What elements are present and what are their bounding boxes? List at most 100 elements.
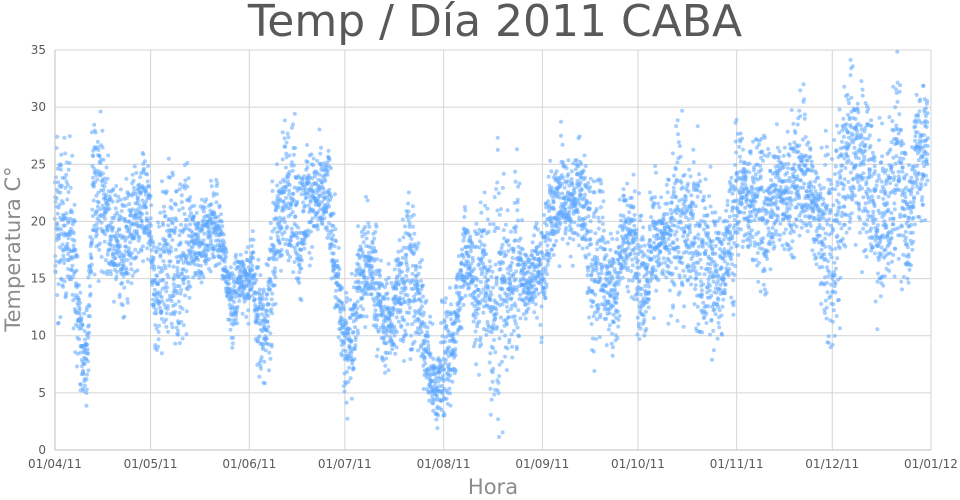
data-point bbox=[110, 243, 114, 248]
data-point bbox=[170, 238, 175, 242]
data-point bbox=[302, 246, 307, 251]
data-point bbox=[283, 242, 288, 246]
data-point bbox=[217, 203, 222, 208]
data-point bbox=[258, 273, 263, 278]
data-point bbox=[381, 336, 386, 341]
data-point bbox=[377, 268, 382, 273]
data-point bbox=[197, 276, 202, 280]
data-point bbox=[95, 209, 99, 214]
data-point bbox=[451, 331, 455, 336]
data-point bbox=[403, 256, 408, 261]
data-point bbox=[508, 264, 513, 269]
data-point bbox=[63, 223, 67, 228]
data-point bbox=[131, 185, 136, 190]
data-point bbox=[176, 328, 181, 333]
data-point bbox=[174, 325, 179, 330]
data-point bbox=[695, 124, 700, 129]
data-point bbox=[353, 346, 358, 351]
data-point bbox=[124, 176, 129, 181]
data-point bbox=[158, 210, 163, 215]
data-point bbox=[383, 370, 387, 375]
data-point bbox=[219, 212, 223, 217]
data-point bbox=[276, 205, 281, 210]
data-point bbox=[251, 237, 256, 242]
data-point bbox=[139, 248, 144, 253]
data-point bbox=[366, 250, 371, 255]
data-point bbox=[163, 266, 168, 271]
data-point bbox=[691, 160, 696, 165]
data-point bbox=[159, 310, 164, 315]
data-point bbox=[516, 308, 521, 313]
data-point bbox=[412, 250, 416, 255]
data-point bbox=[567, 236, 572, 241]
data-point bbox=[601, 199, 606, 204]
data-point bbox=[392, 324, 397, 329]
data-point bbox=[577, 243, 581, 248]
data-point bbox=[488, 264, 493, 269]
data-point bbox=[478, 280, 483, 284]
data-point bbox=[645, 262, 650, 267]
data-point bbox=[264, 297, 269, 302]
data-point bbox=[491, 322, 496, 327]
data-point bbox=[417, 291, 422, 296]
data-point bbox=[433, 381, 438, 386]
data-point bbox=[72, 238, 77, 243]
data-point bbox=[713, 251, 718, 256]
data-point bbox=[105, 252, 110, 257]
data-point bbox=[91, 154, 96, 159]
data-point bbox=[63, 185, 68, 190]
data-point bbox=[273, 269, 278, 274]
data-point bbox=[135, 195, 140, 200]
data-point bbox=[448, 373, 453, 378]
data-point bbox=[349, 396, 354, 401]
data-point bbox=[272, 283, 277, 288]
data-point bbox=[308, 229, 313, 234]
data-point bbox=[666, 264, 671, 269]
data-point bbox=[177, 284, 182, 289]
data-point bbox=[95, 145, 100, 149]
data-point bbox=[475, 278, 480, 282]
data-point bbox=[96, 200, 101, 205]
data-point bbox=[347, 327, 352, 332]
data-point bbox=[108, 247, 113, 252]
data-point bbox=[160, 299, 165, 304]
data-point bbox=[686, 189, 691, 194]
data-point bbox=[120, 281, 125, 285]
data-point bbox=[408, 305, 412, 310]
data-point bbox=[687, 167, 692, 172]
data-point bbox=[615, 336, 620, 340]
data-point bbox=[139, 219, 144, 224]
data-point bbox=[479, 290, 484, 295]
data-point bbox=[504, 299, 509, 304]
data-point bbox=[708, 164, 713, 169]
data-point bbox=[142, 159, 147, 164]
data-point bbox=[122, 253, 127, 258]
data-point bbox=[545, 243, 550, 248]
data-point bbox=[713, 210, 718, 215]
data-point bbox=[153, 307, 158, 312]
data-point bbox=[520, 247, 525, 252]
data-point bbox=[178, 182, 183, 187]
data-point bbox=[611, 260, 616, 265]
data-point bbox=[396, 319, 401, 324]
data-point bbox=[558, 195, 563, 200]
data-point bbox=[493, 317, 498, 321]
data-point bbox=[500, 185, 505, 190]
data-point bbox=[361, 240, 366, 245]
data-point bbox=[245, 245, 250, 250]
data-point bbox=[174, 189, 179, 194]
data-point bbox=[185, 184, 190, 189]
data-point bbox=[105, 269, 110, 274]
data-point bbox=[117, 292, 122, 297]
data-point bbox=[133, 247, 138, 252]
data-point bbox=[59, 152, 64, 157]
data-point bbox=[268, 331, 273, 336]
data-point bbox=[407, 233, 412, 237]
data-point bbox=[617, 313, 622, 318]
data-point bbox=[125, 279, 130, 284]
data-point bbox=[532, 291, 537, 296]
data-point bbox=[494, 307, 499, 312]
data-point bbox=[307, 263, 312, 268]
data-point bbox=[147, 229, 152, 234]
data-point bbox=[579, 162, 584, 166]
